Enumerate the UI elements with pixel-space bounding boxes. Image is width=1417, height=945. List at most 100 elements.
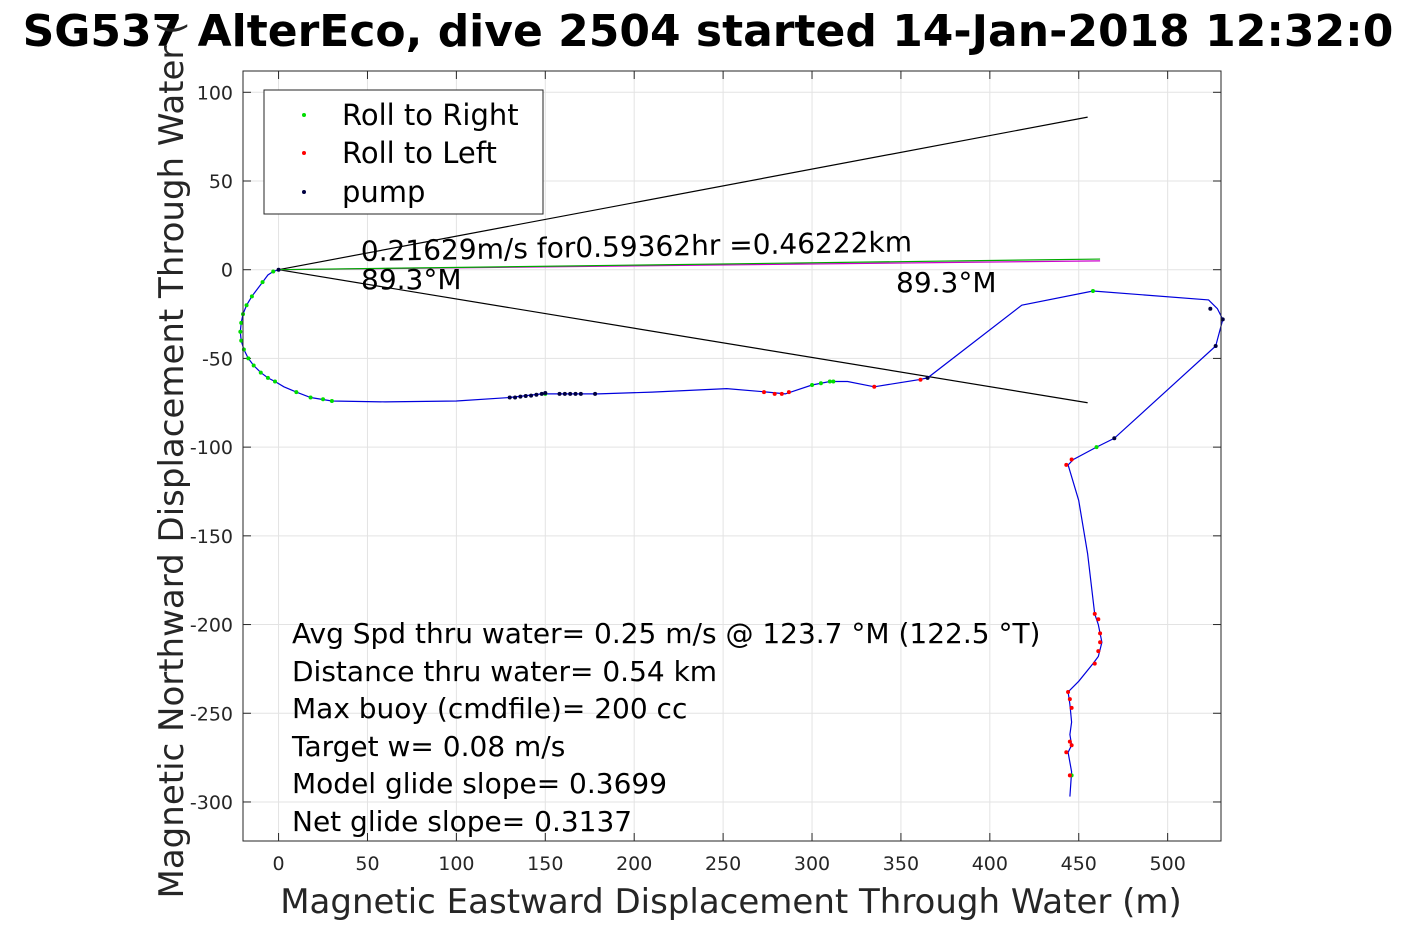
roll-left-marker [1098, 640, 1103, 645]
roll-left-marker [918, 377, 923, 382]
roll-right-marker [831, 379, 836, 384]
pump-marker [925, 375, 930, 380]
pump-marker [534, 392, 539, 397]
roll-right-marker [239, 320, 244, 325]
roll-right-marker [308, 395, 313, 400]
roll-left-marker [1096, 617, 1101, 622]
roll-left-marker [1064, 750, 1069, 755]
pump-marker [276, 267, 281, 272]
roll-right-marker [1094, 445, 1099, 450]
track-markers [238, 267, 1225, 778]
pump-marker [593, 391, 598, 396]
pump-marker [1208, 306, 1213, 311]
roll-right-marker [244, 303, 249, 308]
x-tick-label: 0 [273, 853, 285, 875]
y-axis-label: Magnetic Northward Displacement Through … [152, 22, 192, 899]
pump-marker [562, 391, 567, 396]
grid-lines [243, 71, 1221, 841]
stat-model-glide-slope: Model glide slope= 0.3699 [292, 767, 667, 800]
pump-marker [573, 391, 578, 396]
x-tick-label: 200 [616, 853, 652, 875]
roll-right-marker [265, 375, 270, 380]
roll-right-marker [246, 356, 251, 361]
pump-marker [1112, 436, 1117, 441]
roll-right-marker [249, 294, 254, 299]
stat-avg-speed: Avg Spd thru water= 0.25 m/s @ 123.7 °M … [292, 617, 1040, 650]
legend-label-pump: pump [342, 175, 425, 209]
y-tick-label: -200 [190, 615, 233, 637]
roll-left-marker [1069, 457, 1074, 462]
x-axis-label: Magnetic Eastward Displacement Through W… [280, 882, 1182, 922]
roll-left-marker [786, 390, 791, 395]
pump-marker [543, 391, 548, 396]
roll-right-marker [329, 399, 334, 403]
pump-marker [1213, 344, 1218, 348]
pump-marker [568, 391, 573, 396]
roll-right-marker [258, 370, 263, 375]
x-tick-label: 300 [794, 853, 830, 875]
pump-marker [529, 393, 534, 398]
legend-marker-roll-right [302, 113, 306, 117]
pump-marker [523, 394, 528, 399]
y-tick-label: -100 [190, 437, 233, 459]
x-tick-label: 150 [527, 853, 563, 875]
heading-line [278, 258, 1101, 271]
roll-left-marker [1069, 743, 1074, 748]
roll-left-marker [1092, 661, 1097, 666]
roll-left-marker [1067, 739, 1072, 744]
x-tick-label: 500 [1150, 853, 1186, 875]
legend-label-roll-right: Roll to Right [342, 98, 519, 132]
heading-end-annotation: 89.3°M [896, 266, 997, 299]
roll-right-marker [251, 363, 256, 368]
roll-left-marker [762, 390, 767, 395]
legend-marker-pump [302, 190, 306, 194]
roll-right-marker [238, 329, 243, 334]
roll-right-marker [1090, 289, 1095, 293]
roll-right-marker [810, 383, 815, 388]
roll-right-marker [273, 379, 278, 384]
roll-right-marker [321, 397, 326, 402]
x-tick-label: 100 [438, 853, 474, 875]
x-tick-label: 50 [355, 853, 379, 875]
pump-marker [518, 394, 523, 399]
roll-right-marker [294, 390, 299, 395]
heading-start-annotation: 89.3°M [361, 263, 462, 296]
roll-left-marker [779, 391, 784, 396]
pump-marker [557, 391, 562, 396]
pump-marker [539, 391, 544, 396]
y-tick-label: -50 [202, 348, 233, 370]
pump-marker [507, 395, 512, 400]
roll-left-marker [772, 391, 777, 396]
roll-left-marker [1064, 462, 1069, 467]
chart-title: SG537 AlterEco, dive 2504 started 14-Jan… [23, 6, 1394, 57]
x-tick-label: 250 [705, 853, 741, 875]
roll-right-marker [818, 381, 823, 386]
pump-marker [578, 391, 583, 396]
roll-left-marker [1067, 697, 1072, 702]
stat-max-buoy: Max buoy (cmdfile)= 200 cc [292, 692, 687, 725]
x-tick-label: 350 [883, 853, 919, 875]
stat-distance: Distance thru water= 0.54 km [292, 655, 717, 688]
roll-left-marker [872, 384, 877, 389]
roll-left-marker [1096, 649, 1101, 654]
y-tick-label: -150 [190, 526, 233, 548]
roll-right-marker [241, 347, 246, 352]
heading-lines [278, 116, 1101, 404]
y-tick-label: -300 [190, 792, 233, 814]
stat-net-glide-slope: Net glide slope= 0.3137 [292, 805, 632, 838]
y-tick-label: 100 [197, 82, 233, 104]
y-tick-label: -250 [190, 703, 233, 725]
roll-right-marker [827, 379, 832, 384]
roll-left-marker [1067, 773, 1072, 778]
roll-right-marker [271, 269, 276, 274]
roll-left-marker [1066, 689, 1071, 694]
tick-marks: 0 50 100 150 200 250 300 350 400 450 500100500-50-… [190, 71, 1221, 875]
pump-marker [513, 395, 518, 400]
y-tick-label: 0 [221, 260, 233, 282]
x-tick-label: 450 [1061, 853, 1097, 875]
legend-box [263, 89, 544, 215]
heading-line [278, 269, 1088, 404]
x-tick-label: 400 [972, 853, 1008, 875]
roll-left-marker [1092, 611, 1097, 616]
